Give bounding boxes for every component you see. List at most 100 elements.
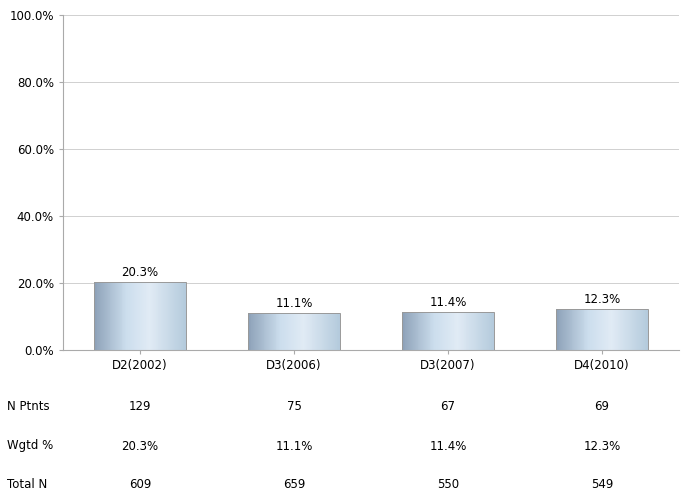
Bar — [454, 312, 456, 350]
Bar — [457, 312, 458, 350]
Bar — [131, 282, 132, 350]
Bar — [463, 312, 464, 350]
Bar — [440, 312, 442, 350]
Bar — [408, 312, 409, 350]
Bar — [153, 282, 154, 350]
Bar — [132, 282, 133, 350]
Bar — [642, 309, 643, 350]
Bar — [580, 309, 581, 350]
Bar — [253, 313, 254, 350]
Bar — [338, 313, 339, 350]
Bar — [134, 282, 136, 350]
Bar — [476, 312, 477, 350]
Bar — [462, 312, 463, 350]
Bar — [450, 312, 451, 350]
Bar — [431, 312, 433, 350]
Bar — [176, 282, 177, 350]
Bar — [329, 313, 330, 350]
Bar — [167, 282, 168, 350]
Text: 129: 129 — [129, 400, 151, 413]
Bar — [412, 312, 413, 350]
Bar — [486, 312, 487, 350]
Bar — [591, 309, 592, 350]
Bar — [483, 312, 484, 350]
Bar — [184, 282, 186, 350]
Bar — [155, 282, 157, 350]
Bar — [404, 312, 405, 350]
Bar — [273, 313, 274, 350]
Bar — [559, 309, 560, 350]
Bar — [620, 309, 622, 350]
Bar — [130, 282, 131, 350]
Bar — [623, 309, 624, 350]
Bar — [96, 282, 97, 350]
Bar — [172, 282, 174, 350]
Bar — [596, 309, 598, 350]
Bar — [166, 282, 167, 350]
Bar — [320, 313, 321, 350]
Bar — [276, 313, 277, 350]
Bar — [309, 313, 310, 350]
Bar — [422, 312, 423, 350]
Bar — [575, 309, 576, 350]
Bar — [566, 309, 567, 350]
Bar — [303, 313, 304, 350]
Bar — [262, 313, 264, 350]
Bar — [260, 313, 262, 350]
Bar — [158, 282, 159, 350]
Bar — [625, 309, 626, 350]
Bar — [436, 312, 437, 350]
Bar — [106, 282, 107, 350]
Bar — [151, 282, 152, 350]
Bar — [576, 309, 578, 350]
Bar — [307, 313, 308, 350]
Bar — [407, 312, 408, 350]
Bar — [306, 313, 307, 350]
Bar — [643, 309, 644, 350]
Bar — [312, 313, 314, 350]
Bar — [280, 313, 281, 350]
Bar — [288, 313, 290, 350]
Bar — [579, 309, 580, 350]
Bar — [139, 282, 140, 350]
Text: 75: 75 — [286, 400, 302, 413]
Bar — [565, 309, 566, 350]
Bar — [571, 309, 573, 350]
Bar — [111, 282, 113, 350]
Bar — [248, 313, 249, 350]
Bar — [106, 282, 108, 350]
Bar — [604, 309, 605, 350]
Bar — [484, 312, 485, 350]
Bar — [561, 309, 562, 350]
Bar — [163, 282, 164, 350]
Bar — [325, 313, 326, 350]
Bar — [248, 313, 340, 350]
Bar — [482, 312, 483, 350]
Bar — [620, 309, 621, 350]
Bar — [316, 313, 317, 350]
Bar — [402, 312, 404, 350]
Bar — [296, 313, 297, 350]
Bar — [611, 309, 612, 350]
Bar — [466, 312, 467, 350]
Bar — [117, 282, 118, 350]
Bar — [421, 312, 422, 350]
Bar — [335, 313, 336, 350]
Bar — [617, 309, 618, 350]
Bar — [439, 312, 440, 350]
Bar — [115, 282, 116, 350]
Bar — [311, 313, 312, 350]
Bar — [144, 282, 145, 350]
Bar — [286, 313, 288, 350]
Bar — [445, 312, 447, 350]
Bar — [267, 313, 268, 350]
Bar — [332, 313, 334, 350]
Text: 69: 69 — [594, 400, 610, 413]
Bar — [104, 282, 105, 350]
Text: 659: 659 — [283, 478, 305, 492]
Bar — [627, 309, 628, 350]
Bar — [116, 282, 117, 350]
Bar — [590, 309, 591, 350]
Bar — [598, 309, 599, 350]
Bar — [437, 312, 438, 350]
